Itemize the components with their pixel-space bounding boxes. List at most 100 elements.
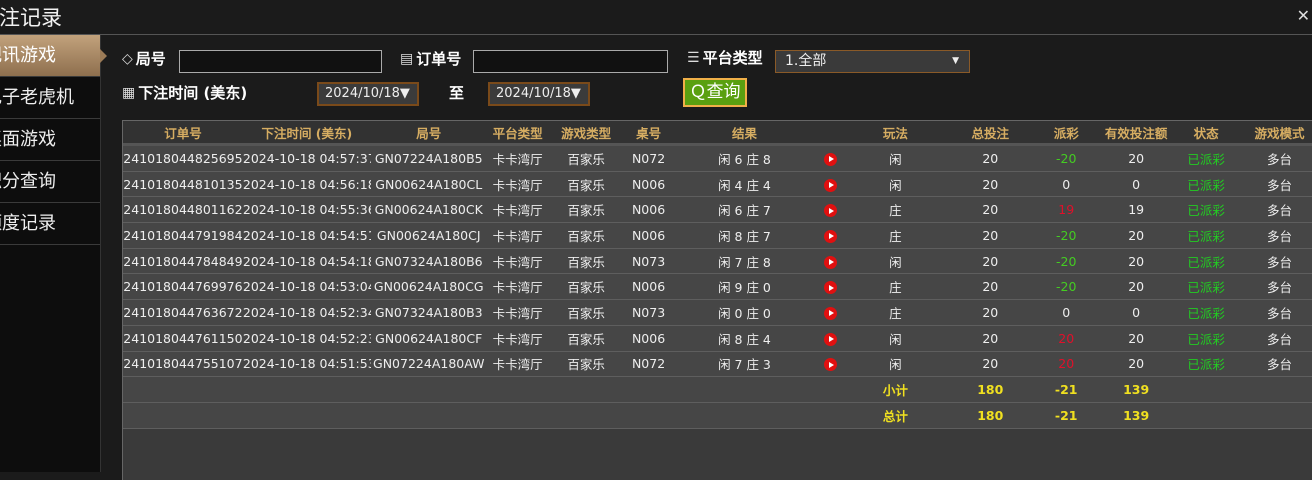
table-cell: 2024-10-18 04:54:51 <box>242 227 371 243</box>
table-cell: 20 <box>1128 227 1145 243</box>
table-cell: 订单号 <box>164 125 202 141</box>
table-cell: 闲 <box>889 151 902 167</box>
table-cell <box>815 331 845 346</box>
table-cell: 139 <box>1123 382 1150 398</box>
table-cell: 已派彩 <box>1187 228 1225 244</box>
table-cell <box>815 151 845 166</box>
play-icon[interactable] <box>823 178 837 192</box>
table-row: 241018044761150 2024-10-18 04:52:23 GN0062… <box>123 325 1312 352</box>
table-cell: 20 <box>982 176 999 192</box>
table-cell: 2024-10-18 04:53:04 <box>242 279 371 295</box>
table-cell: 20 <box>982 202 999 218</box>
table-cell: 20 <box>1058 356 1075 372</box>
table-cell: 2024-10-18 04:56:18 <box>242 176 371 192</box>
table-cell: 闲 0 庄 0 <box>718 305 771 321</box>
table-cell: 卡卡湾厅 <box>492 305 543 321</box>
table-cell: GN07324A180B6 <box>374 253 483 269</box>
table-cell: 百家乐 <box>567 228 605 244</box>
sidebar-item[interactable]: 视讯游戏 <box>0 35 107 77</box>
table-cell: 卡卡湾厅 <box>492 331 543 347</box>
table-cell: 20 <box>1128 150 1145 166</box>
table-cell: 卡卡湾厅 <box>492 254 543 270</box>
platform-select[interactable]: 1.全部 ▼ <box>775 50 970 73</box>
table-cell: 百家乐 <box>567 280 605 296</box>
list-icon: ☰ <box>687 49 700 66</box>
play-icon[interactable] <box>823 229 837 243</box>
play-icon[interactable] <box>823 332 837 346</box>
table-cell: N072 <box>631 150 666 166</box>
round-input[interactable] <box>179 50 382 73</box>
table-cell: 庄 <box>889 280 902 296</box>
platform-label-text: 平台类型 <box>702 49 763 67</box>
table-cell: 多台 <box>1267 203 1293 219</box>
play-icon[interactable] <box>823 152 837 166</box>
sidebar-item[interactable]: 积分查询 <box>0 161 100 203</box>
table-cell <box>815 228 845 243</box>
table-cell: N006 <box>631 330 666 346</box>
table-cell: 20 <box>1128 279 1145 295</box>
table-cell: -20 <box>1056 150 1077 166</box>
table-cell: GN00624A180CF <box>375 330 483 346</box>
table-cell: 总投注 <box>971 125 1010 141</box>
play-icon[interactable] <box>823 255 837 269</box>
table-cell: 状态 <box>1193 125 1219 141</box>
table-cell: 0 <box>1132 304 1141 320</box>
table-cell: -20 <box>1056 227 1077 243</box>
table-cell: -20 <box>1056 253 1077 269</box>
sidebar-item[interactable]: 额度记录 <box>0 203 100 245</box>
table-cell: 已派彩 <box>1187 177 1225 193</box>
table-cell: 0 <box>1062 304 1071 320</box>
table-cell: 0 <box>1062 176 1071 192</box>
table-cell: 庄 <box>889 228 902 244</box>
time-label: ▦ 下注时间 (美东) <box>122 82 247 103</box>
table-cell: 闲 4 庄 4 <box>718 177 771 193</box>
table-cell: 0 <box>1132 176 1141 192</box>
table-cell: 241018044801162 <box>123 202 243 218</box>
table-cell: 多台 <box>1267 228 1293 244</box>
table-cell: GN00624A180CG <box>373 279 484 295</box>
date-to-dropdown[interactable]: 2024/10/18▼ <box>488 82 590 106</box>
table-cell: 小计 <box>882 383 908 399</box>
play-icon[interactable] <box>823 204 837 218</box>
table-cell: 241018044755107 <box>123 356 243 372</box>
divider <box>0 34 1312 35</box>
table-cell: 闲 8 庄 7 <box>718 228 771 244</box>
table-cell: 桌号 <box>636 125 662 141</box>
table-row: 241018044825695 2024-10-18 04:57:37 GN0722… <box>123 146 1312 172</box>
query-button-label: 查询 <box>706 82 741 102</box>
table-cell: 卡卡湾厅 <box>492 280 543 296</box>
table-cell: N006 <box>631 176 666 192</box>
table-cell: 闲 <box>889 177 902 193</box>
table-cell: 2024-10-18 04:57:37 <box>242 150 371 166</box>
table-row: 241018044810135 2024-10-18 04:56:18 GN0062… <box>123 171 1312 198</box>
table-cell: 已派彩 <box>1187 254 1225 270</box>
table-cell: N006 <box>631 202 666 218</box>
order-input[interactable] <box>473 50 668 73</box>
sidebar-item[interactable]: 电子老虎机 <box>0 77 100 119</box>
table-row: 241018044769976 2024-10-18 04:53:04 GN0062… <box>123 274 1312 301</box>
play-icon[interactable] <box>823 358 837 372</box>
play-icon[interactable] <box>823 281 837 295</box>
table-cell: 20 <box>982 253 999 269</box>
query-button[interactable]: Ｑ查询 <box>683 78 747 107</box>
table-cell: 庄 <box>889 305 902 321</box>
table-cell <box>815 202 845 218</box>
table-cell: 20 <box>982 304 999 320</box>
table-cell: N073 <box>631 304 666 320</box>
table-cell: 闲 <box>889 357 902 373</box>
date-from-dropdown[interactable]: 2024/10/18▼ <box>317 82 419 106</box>
play-icon[interactable] <box>823 306 837 320</box>
window-title: 投注记录 <box>0 6 62 30</box>
table-cell <box>815 305 845 320</box>
chevron-down-icon: ▼ <box>952 56 959 66</box>
order-label: ▤ 订单号 <box>400 48 461 69</box>
table-cell: 19 <box>1128 202 1145 218</box>
time-label-text: 下注时间 (美东) <box>138 84 248 102</box>
table-cell: N073 <box>631 253 666 269</box>
close-icon[interactable]: ✕ <box>1296 6 1310 25</box>
table-cell: -21 <box>1054 382 1078 398</box>
table-cell: 多台 <box>1267 177 1293 193</box>
table-cell <box>815 279 845 295</box>
sidebar-item[interactable]: 桌面游戏 <box>0 119 100 161</box>
table-row: 241018044791984 2024-10-18 04:54:51 GN0062… <box>123 223 1312 249</box>
